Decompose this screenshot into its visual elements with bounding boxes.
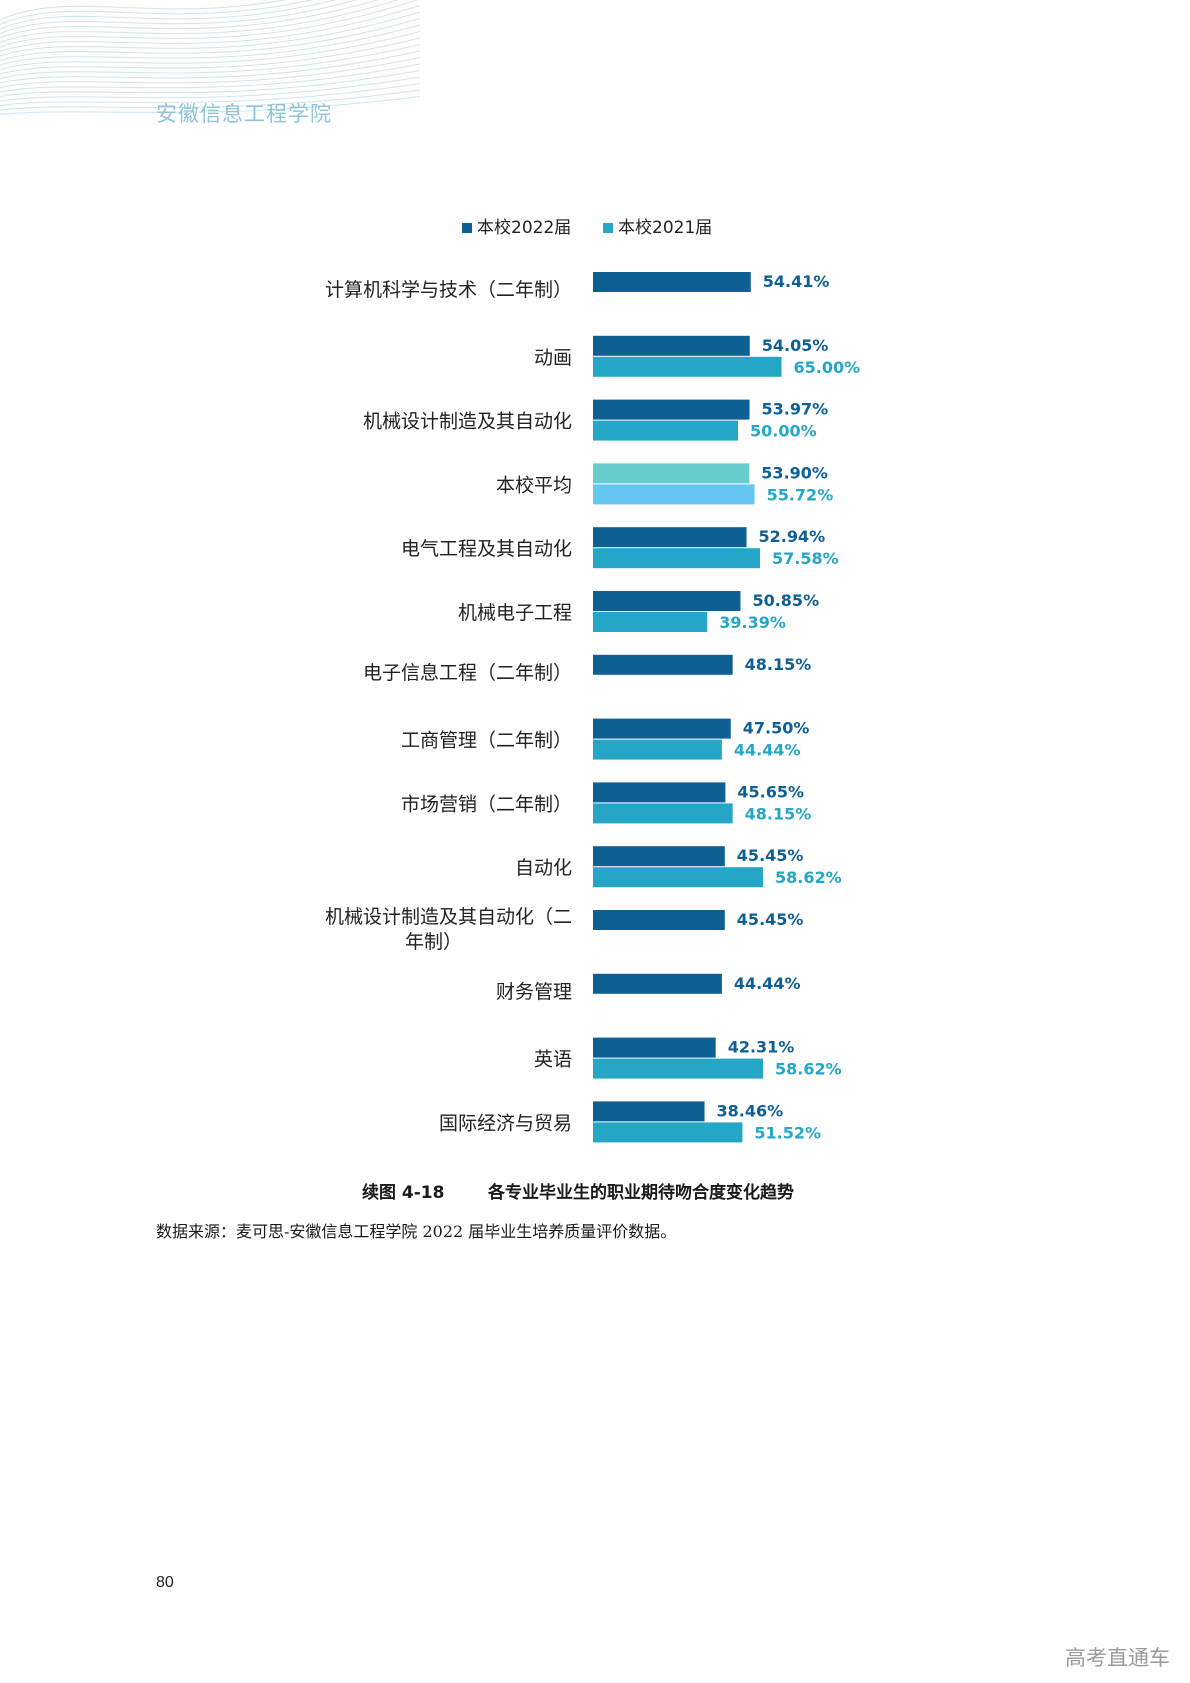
wave-line (0, 24, 420, 66)
data-label-2022: 45.45% (737, 846, 804, 865)
wave-line (0, 96, 420, 115)
data-label-2021: 51.52% (754, 1123, 821, 1142)
data-label-2021: 44.44% (734, 741, 801, 760)
bar-2022 (593, 654, 733, 675)
legend-label: 本校2021届 (618, 218, 712, 238)
bar-2022 (593, 910, 725, 930)
data-source-note: 数据来源：麦可思-安徽信息工程学院 2022 届毕业生培养质量评价数据。 (156, 1222, 677, 1241)
wave-line (0, 0, 419, 48)
data-label-2022: 45.65% (737, 782, 804, 801)
data-label-2022: 54.41% (763, 272, 830, 291)
data-label-2022: 48.15% (745, 655, 812, 674)
data-label-2021: 39.39% (719, 613, 786, 632)
watermark-text: 高考直通车 (1065, 1646, 1170, 1670)
wave-line (0, 18, 420, 61)
bar-2021 (593, 356, 782, 377)
category-label: 机械电子工程 (458, 602, 572, 624)
bar-2022 (593, 335, 750, 356)
figure-title: 各专业毕业生的职业期待吻合度变化趋势 (488, 1183, 794, 1203)
legend-swatch (462, 223, 472, 233)
wave-line (0, 11, 420, 57)
bar-2021 (593, 739, 722, 760)
wave-line (0, 0, 399, 43)
data-label-2022: 53.90% (761, 463, 828, 482)
bar-2022 (593, 399, 750, 420)
bar-2022 (593, 973, 722, 994)
data-label-2022: 42.31% (728, 1038, 795, 1057)
wave-line (0, 63, 420, 93)
bar-2022 (593, 846, 725, 867)
wave-line (0, 5, 420, 52)
bar-2021 (593, 867, 763, 888)
data-label-2022: 47.50% (743, 719, 810, 738)
category-label: 电气工程及其自动化 (401, 538, 572, 560)
bar-2021 (593, 548, 760, 569)
wave-line (0, 83, 420, 106)
wave-line (0, 0, 379, 39)
data-label-2022: 54.05% (762, 336, 829, 355)
category-label: 英语 (534, 1049, 572, 1071)
category-label: 财务管理 (496, 981, 572, 1003)
data-label-2022: 45.45% (737, 910, 804, 929)
wave-line (0, 0, 288, 21)
bar-2021 (593, 803, 733, 824)
category-label: 国际经济与贸易 (439, 1112, 572, 1134)
wave-line (0, 0, 314, 25)
wave-line (0, 44, 420, 79)
data-label-2022: 52.94% (759, 527, 826, 546)
data-label-2021: 50.00% (750, 422, 817, 441)
data-label-2022: 44.44% (734, 974, 801, 993)
data-label-2021: 57.58% (772, 549, 839, 568)
category-label: 工商管理（二年制） (401, 730, 572, 752)
category-label: 动画 (534, 347, 572, 369)
school-name-header: 安徽信息工程学院 (156, 102, 332, 126)
bar-2021 (593, 484, 755, 505)
data-label-2022: 53.97% (762, 400, 829, 419)
page-number: 80 (156, 1574, 174, 1591)
data-label-2021: 55.72% (767, 485, 834, 504)
wave-line (0, 31, 420, 70)
category-label: 市场营销（二年制） (401, 793, 572, 815)
category-label-continued: 年制） (405, 931, 462, 953)
wave-line (0, 57, 420, 88)
figure-number: 续图 4-18 (362, 1183, 445, 1203)
bar-2022 (593, 527, 747, 548)
wave-line (0, 0, 337, 30)
category-label: 机械设计制造及其自动化 (363, 411, 572, 433)
legend-swatch (603, 223, 613, 233)
wave-line (0, 37, 420, 75)
data-label-2021: 48.15% (745, 804, 812, 823)
bar-2022 (593, 463, 750, 484)
wave-line (0, 0, 358, 34)
wave-line (0, 76, 420, 102)
data-label-2021: 58.62% (775, 868, 842, 887)
bar-2022 (593, 1037, 716, 1058)
wave-line (0, 89, 420, 111)
data-label-2022: 50.85% (752, 591, 819, 610)
bar-2022 (593, 718, 731, 739)
bar-2021 (593, 612, 708, 632)
chart-legend: 本校2022届 本校2021届 (462, 218, 712, 238)
data-label-2021: 58.62% (775, 1060, 842, 1079)
category-label: 本校平均 (496, 474, 572, 496)
bar-2022 (593, 591, 741, 611)
bar-2021 (593, 1058, 763, 1079)
data-label-2021: 65.00% (794, 358, 861, 377)
bar-2021 (593, 420, 738, 441)
category-label: 机械设计制造及其自动化（二 (325, 906, 572, 928)
category-label: 电子信息工程（二年制） (363, 662, 572, 684)
bar-2021 (593, 1122, 743, 1143)
category-label: 自动化 (515, 857, 572, 879)
wave-line (0, 70, 420, 97)
bar-2022 (593, 272, 751, 292)
category-label: 计算机科学与技术（二年制） (325, 279, 572, 301)
bar-2022 (593, 1101, 705, 1122)
decorative-wave-lines (0, 0, 420, 115)
data-label-2022: 38.46% (717, 1101, 784, 1120)
legend-label: 本校2022届 (477, 218, 571, 238)
bar-2022 (593, 782, 726, 803)
wave-line (0, 50, 420, 84)
